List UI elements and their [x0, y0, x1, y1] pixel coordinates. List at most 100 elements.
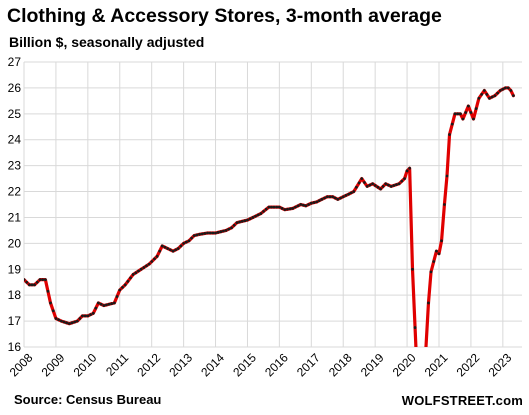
data-point	[105, 303, 108, 307]
data-point	[371, 182, 374, 186]
data-point	[501, 87, 505, 91]
data-point	[435, 249, 438, 253]
data-point	[123, 283, 127, 287]
data-point	[126, 279, 130, 283]
data-point	[112, 301, 116, 305]
y-tick-label: 27	[8, 55, 22, 69]
data-point	[118, 288, 122, 292]
data-point	[200, 232, 204, 236]
data-point	[222, 229, 225, 233]
data-point	[195, 233, 199, 237]
y-tick-label: 17	[8, 314, 22, 328]
data-point	[453, 112, 457, 116]
data-point	[509, 89, 513, 92]
chart-title: Clothing & Accessory Stores, 3-month ave…	[7, 5, 442, 27]
data-point	[498, 89, 502, 92]
data-point	[357, 181, 361, 185]
data-point	[320, 197, 324, 201]
y-tick-label: 23	[8, 159, 22, 173]
data-point	[65, 321, 69, 325]
data-point	[25, 280, 29, 284]
data-point	[184, 240, 188, 244]
data-point	[70, 321, 74, 325]
data-point	[246, 218, 249, 222]
data-point	[160, 244, 164, 248]
data-point	[158, 249, 162, 253]
data-point	[504, 86, 507, 90]
data-point	[341, 195, 345, 199]
source-note: Source: Census Bureau	[14, 392, 162, 407]
data-point	[405, 169, 409, 173]
data-point	[240, 219, 244, 223]
data-point	[397, 182, 401, 186]
data-point	[75, 319, 79, 323]
data-point	[62, 320, 66, 324]
data-point	[328, 195, 332, 199]
data-point	[28, 283, 31, 287]
data-point	[198, 232, 201, 236]
x-tick-label: 2023	[486, 350, 515, 379]
x-tick-label: 2012	[134, 350, 163, 379]
data-point	[38, 278, 42, 282]
data-point	[456, 112, 460, 116]
data-point	[496, 91, 499, 95]
data-point	[115, 295, 119, 298]
data-point	[360, 177, 364, 180]
data-point	[416, 384, 419, 387]
data-point	[466, 104, 470, 108]
data-point	[89, 313, 92, 317]
x-tick-label: 2015	[230, 350, 259, 379]
x-tick-label: 2017	[294, 350, 323, 379]
data-point	[168, 248, 172, 252]
data-point	[94, 306, 98, 310]
data-point	[230, 226, 233, 230]
data-point	[57, 318, 61, 322]
data-point	[81, 314, 84, 318]
data-point	[267, 205, 271, 209]
y-tick-label: 22	[8, 185, 22, 199]
data-point	[301, 203, 305, 207]
data-point	[275, 205, 279, 209]
data-point	[211, 231, 215, 235]
data-point	[264, 207, 268, 211]
data-point	[102, 304, 106, 307]
data-point	[272, 205, 276, 209]
data-point	[482, 89, 486, 92]
data-point	[379, 187, 382, 191]
data-point	[259, 212, 263, 215]
data-point	[166, 247, 170, 250]
data-point	[171, 249, 175, 253]
data-point	[86, 314, 90, 318]
x-tick-label: 2021	[422, 350, 451, 379]
data-point	[296, 204, 300, 208]
data-point	[232, 223, 236, 227]
data-point	[448, 133, 451, 136]
data-point	[33, 283, 36, 287]
data-point	[511, 94, 515, 98]
data-point	[155, 254, 159, 258]
data-point	[490, 95, 494, 99]
data-point	[392, 184, 396, 187]
data-point	[150, 260, 154, 263]
data-point	[315, 200, 319, 204]
data-point	[461, 117, 465, 121]
data-point	[464, 111, 468, 114]
data-point	[83, 314, 87, 318]
data-point	[51, 309, 55, 313]
data-point	[384, 182, 388, 186]
data-point	[363, 181, 366, 184]
x-tick-label: 2022	[454, 350, 483, 379]
y-tick-label: 18	[8, 288, 22, 302]
data-point	[336, 197, 340, 201]
data-point	[304, 204, 308, 208]
data-point	[349, 191, 353, 195]
data-point	[437, 252, 441, 256]
series-group	[24, 86, 515, 387]
data-point	[131, 273, 135, 276]
data-point	[216, 230, 220, 234]
data-point	[450, 122, 454, 126]
data-point	[331, 195, 335, 199]
data-point	[344, 194, 348, 197]
data-point	[387, 183, 390, 187]
data-point	[203, 232, 207, 235]
